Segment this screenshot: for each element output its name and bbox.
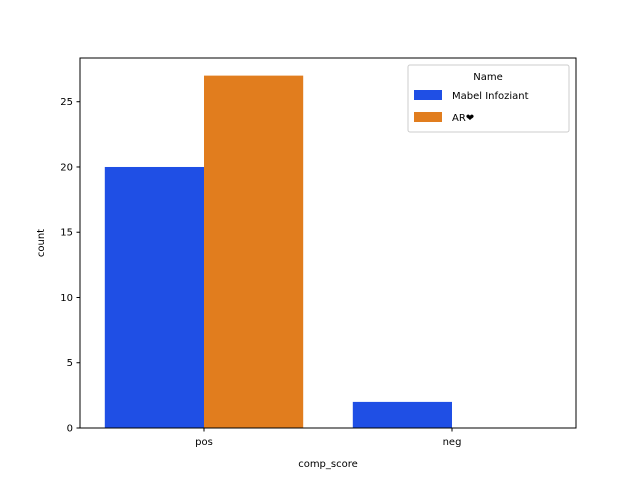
bar-neg-series-0 bbox=[352, 401, 452, 428]
x-axis-label: comp_score bbox=[298, 459, 358, 470]
bar-pos-series-1 bbox=[204, 75, 304, 429]
y-tick-label: 5 bbox=[67, 358, 73, 369]
x-tick-label: neg bbox=[443, 437, 462, 448]
y-tick-label: 0 bbox=[67, 424, 73, 435]
y-tick-label: 25 bbox=[60, 97, 73, 108]
y-tick-label: 10 bbox=[60, 293, 73, 304]
legend-box bbox=[407, 64, 570, 133]
legend-swatch bbox=[414, 112, 442, 122]
bar-pos-series-0 bbox=[104, 166, 204, 429]
y-tick-label: 20 bbox=[60, 162, 73, 173]
y-axis-label: count bbox=[36, 229, 47, 257]
x-tick-label: pos bbox=[195, 437, 213, 448]
x-axis-ticks: pos neg bbox=[195, 428, 461, 448]
legend-label: Mabel Infoziant bbox=[452, 91, 529, 102]
legend-label: AR❤ bbox=[452, 113, 474, 124]
y-axis-ticks: 0 5 10 15 20 25 bbox=[60, 97, 80, 435]
y-tick-label: 15 bbox=[60, 228, 73, 239]
legend-items: Mabel Infoziant AR❤ bbox=[414, 90, 529, 124]
legend-swatch bbox=[414, 90, 442, 100]
bars-group bbox=[104, 75, 452, 429]
legend: Name Mabel Infoziant AR❤ bbox=[407, 64, 570, 133]
plot-frame bbox=[79, 57, 577, 429]
legend-title: Name bbox=[473, 72, 503, 83]
